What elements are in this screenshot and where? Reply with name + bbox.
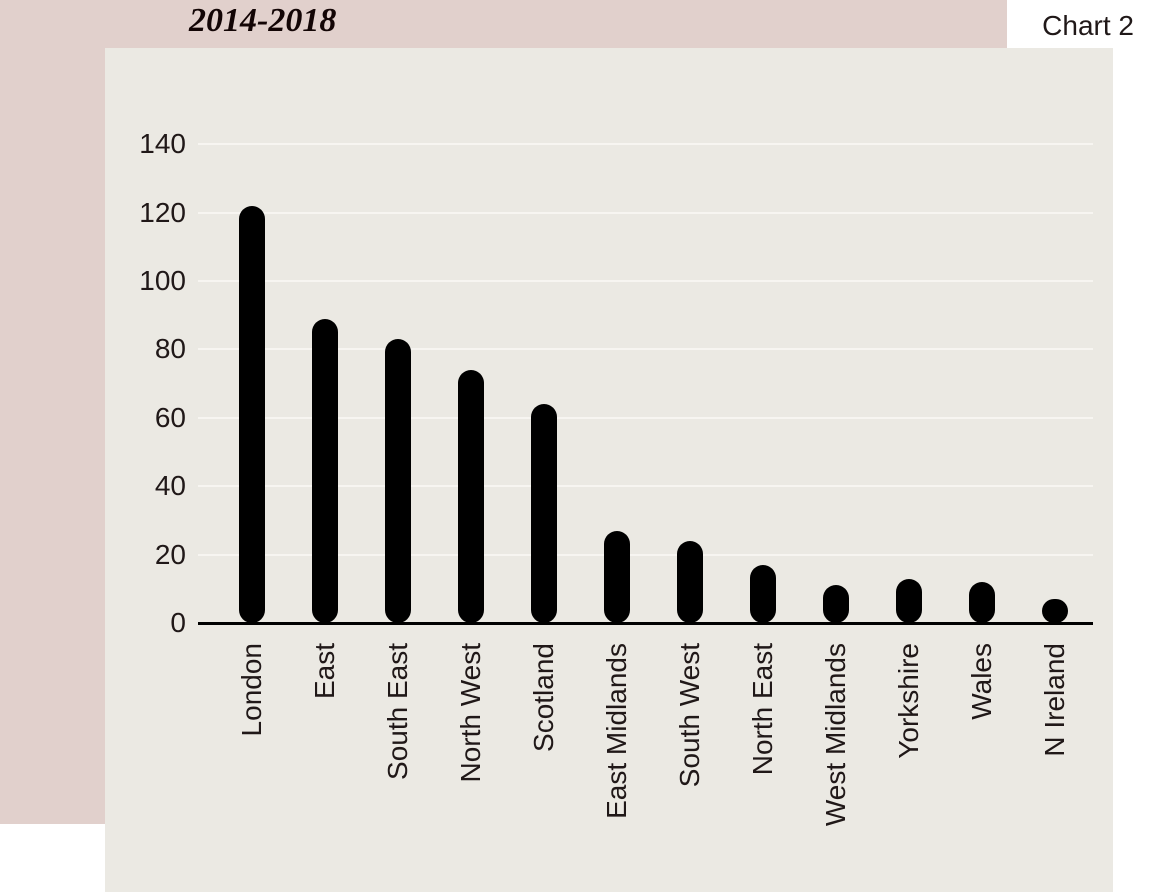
x-axis-labels: London East South East North West Scotland Ea…	[198, 643, 1093, 892]
x-tick-label: East	[309, 643, 341, 699]
y-tick-label: 60	[155, 402, 186, 434]
y-tick-label: 20	[155, 539, 186, 571]
x-tick-label: South West	[674, 643, 706, 787]
bar	[896, 579, 922, 623]
bar	[1042, 599, 1068, 623]
x-tick-label: Scotland	[528, 643, 560, 752]
x-tick-label: West Midlands	[820, 643, 852, 826]
bar	[823, 585, 849, 623]
gridline	[198, 143, 1093, 145]
y-tick-label: 80	[155, 333, 186, 365]
gridline	[198, 280, 1093, 282]
bar	[750, 565, 776, 623]
x-tick-label: North East	[747, 643, 779, 775]
bar	[604, 531, 630, 623]
bar	[385, 339, 411, 623]
x-tick-label: Wales	[966, 643, 998, 720]
y-tick-label: 100	[139, 265, 186, 297]
y-tick-label: 40	[155, 470, 186, 502]
bar	[312, 319, 338, 623]
chart-title: 2014-2018	[189, 2, 336, 40]
chart-plot-area: 020406080100120140	[198, 110, 1093, 623]
page-root: 2014-2018 Chart 2 020406080100120140 Lon…	[0, 0, 1158, 892]
y-tick-label: 0	[170, 607, 186, 639]
bar	[239, 206, 265, 623]
x-tick-label: East Midlands	[601, 643, 633, 819]
bar	[531, 404, 557, 623]
gridline	[198, 212, 1093, 214]
x-axis-line	[198, 622, 1093, 625]
x-tick-label: South East	[382, 643, 414, 780]
y-tick-label: 140	[139, 128, 186, 160]
x-tick-label: Yorkshire	[893, 643, 925, 759]
chart-number-label: Chart 2	[1042, 10, 1134, 42]
bar	[969, 582, 995, 623]
bar	[458, 370, 484, 623]
x-tick-label: N Ireland	[1039, 643, 1071, 757]
bar	[677, 541, 703, 623]
y-tick-label: 120	[139, 197, 186, 229]
x-tick-label: London	[236, 643, 268, 736]
x-tick-label: North West	[455, 643, 487, 783]
